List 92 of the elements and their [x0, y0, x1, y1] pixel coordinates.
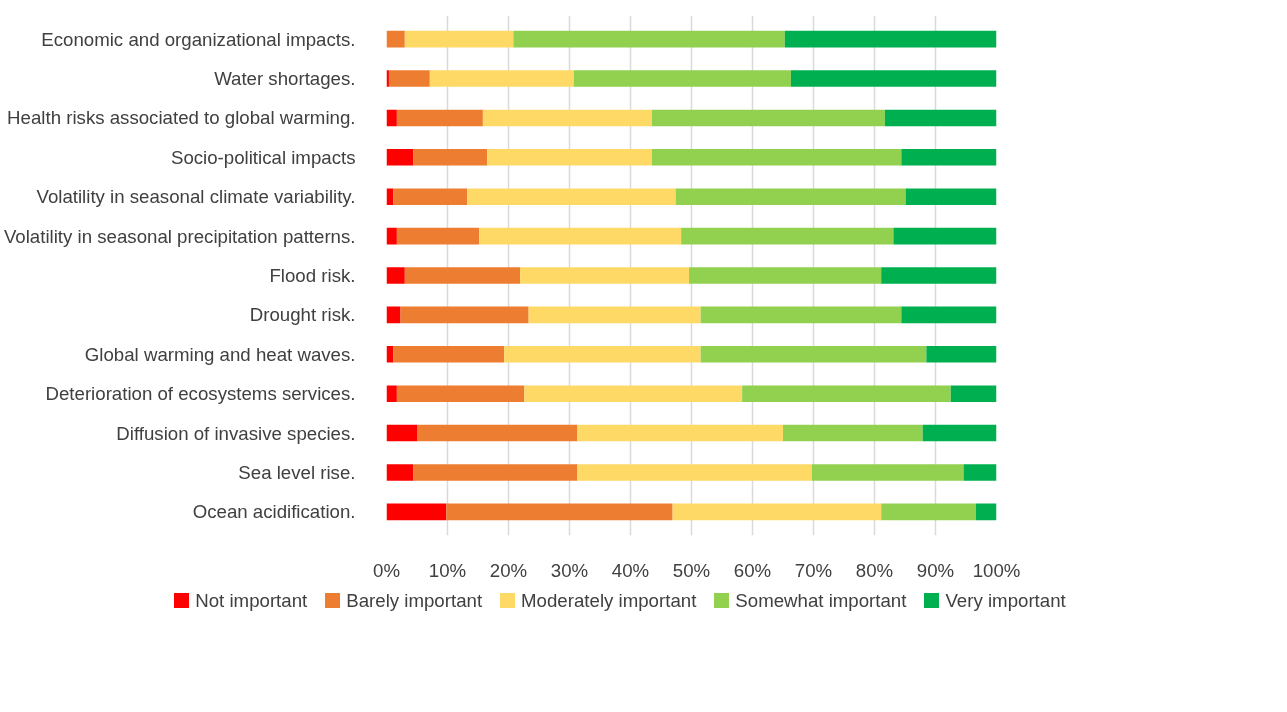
y-tick-label: Flood risk. [269, 265, 356, 286]
bar [413, 149, 488, 166]
y-tick-label: Socio-political impacts [170, 146, 356, 168]
bar [386, 306, 401, 324]
bar [386, 149, 414, 166]
bar [386, 109, 397, 127]
bar [893, 227, 997, 245]
bar [396, 385, 525, 402]
legend-label: Not important [194, 590, 308, 611]
bar [393, 188, 468, 205]
bar [811, 464, 964, 481]
bar [417, 424, 578, 442]
bar [386, 30, 405, 48]
bar [482, 109, 652, 127]
bar [396, 227, 480, 245]
y-tick-label: Drought risk. [249, 304, 356, 326]
bar [689, 267, 882, 284]
x-tick-label: 20% [489, 559, 528, 581]
bar [577, 424, 783, 442]
x-tick-label: 0% [373, 559, 400, 581]
bar [386, 503, 447, 521]
legend-label: Moderately important [520, 590, 697, 611]
bar [446, 503, 673, 521]
bar [577, 464, 812, 481]
bar [528, 306, 701, 324]
x-tick-label: 90% [916, 559, 955, 581]
bar [573, 70, 791, 87]
bar [404, 30, 514, 48]
bar [393, 346, 505, 363]
y-tick-label: Water shortages. [214, 68, 356, 90]
bar [386, 346, 394, 363]
bar [784, 30, 997, 48]
bar [922, 424, 997, 442]
x-tick-label: 80% [855, 559, 894, 581]
bar [742, 385, 951, 402]
bar [479, 227, 682, 245]
bar [790, 70, 997, 87]
y-tick-label: Sea level rise. [238, 461, 356, 483]
x-tick-label: 10% [428, 559, 467, 581]
x-tick-label: 30% [550, 559, 589, 581]
bar [926, 346, 997, 363]
legend-label: Barely important [345, 590, 483, 611]
bar [675, 188, 906, 205]
bar [386, 188, 394, 205]
x-tick-label: 60% [733, 559, 772, 581]
y-tick-label: Deterioration of ecosystems services. [45, 383, 356, 405]
bar [413, 464, 578, 481]
bar [386, 424, 417, 442]
bar [884, 109, 997, 127]
x-tick-label: 50% [672, 559, 711, 581]
bar [901, 149, 997, 166]
y-tick-label: Diffusion of invasive species. [116, 422, 356, 444]
bar [783, 424, 923, 442]
bar [404, 267, 521, 284]
y-tick-label: Volatility in seasonal precipitation patterns. [3, 225, 356, 247]
y-tick-label: Global warming and heat waves. [84, 343, 356, 365]
bar [905, 188, 997, 205]
bar [513, 30, 785, 48]
y-tick-label: Economic and organizational impacts. [41, 28, 356, 50]
bar [700, 346, 927, 363]
bar [881, 503, 976, 521]
bar [963, 464, 997, 481]
x-tick-label: 40% [611, 559, 650, 581]
bar [700, 306, 902, 324]
bar [672, 503, 882, 521]
bar [400, 306, 529, 324]
legend-label: Somewhat important [734, 590, 907, 611]
bar [429, 70, 574, 87]
bar [950, 385, 997, 402]
bar [901, 306, 997, 324]
bar [681, 227, 894, 245]
bar [386, 385, 397, 402]
bar [386, 464, 414, 481]
bar [975, 503, 997, 521]
bar [524, 385, 743, 402]
x-tick-label: 70% [794, 559, 833, 581]
bar [881, 267, 997, 284]
y-tick-label: Health risks associated to global warming. [7, 107, 356, 129]
bar [388, 70, 430, 87]
bar [651, 149, 902, 166]
bar [467, 188, 676, 205]
bar [386, 267, 405, 284]
bar [386, 227, 397, 245]
y-tick-label: Ocean acidification. [192, 501, 356, 523]
bar [520, 267, 690, 284]
bar [487, 149, 652, 166]
y-tick-label: Volatility in seasonal climate variability. [36, 186, 356, 208]
bar [504, 346, 701, 363]
bar [396, 109, 483, 127]
bar [651, 109, 885, 127]
x-tick-label: 100% [972, 559, 1021, 581]
legend-label: Very important [944, 590, 1066, 611]
